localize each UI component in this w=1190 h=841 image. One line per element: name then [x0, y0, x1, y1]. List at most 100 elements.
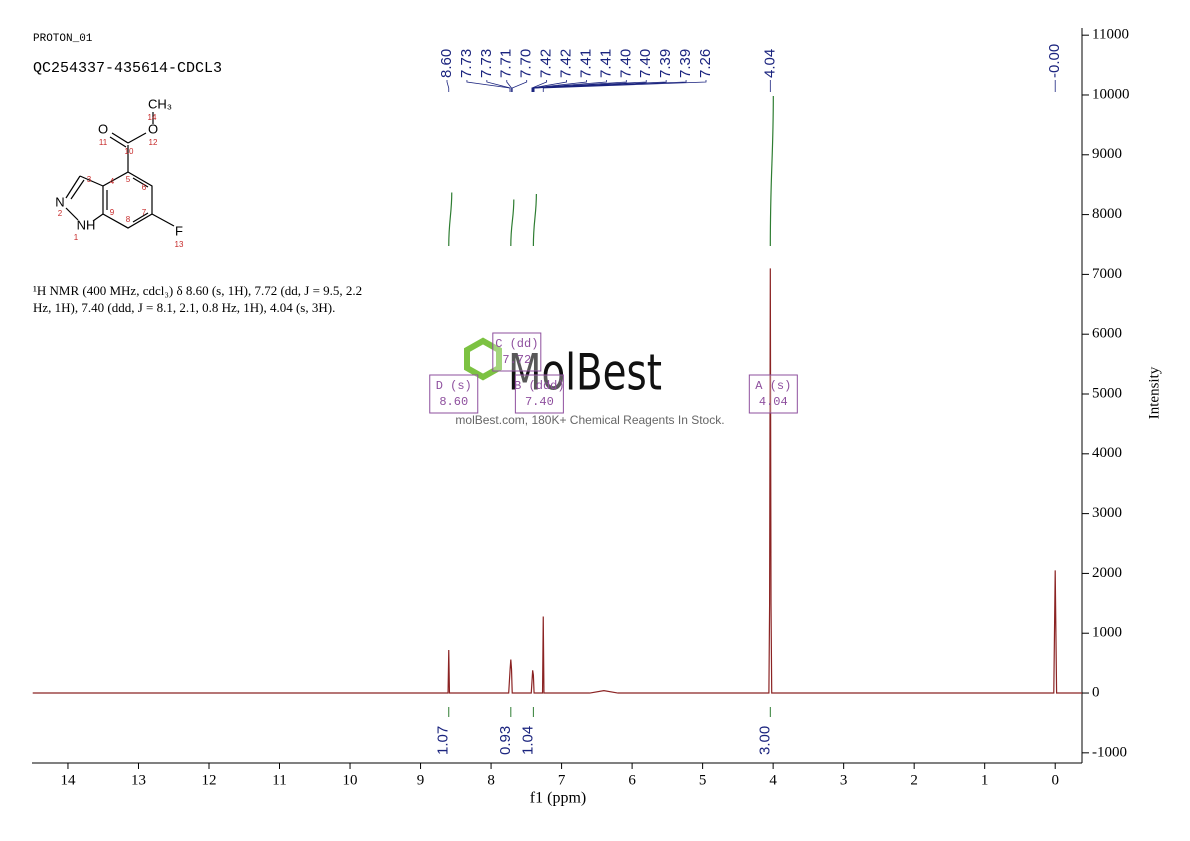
integral-label: 1.07	[435, 726, 452, 755]
integral-curve	[532, 193, 537, 247]
bond	[111, 132, 129, 144]
multiplet-shift: 7.72	[502, 353, 531, 367]
y-tick-label: 7000	[1092, 266, 1122, 282]
peak-label: 7.39	[657, 49, 674, 78]
peak-connector	[446, 80, 450, 92]
integral-label: 1.04	[519, 726, 536, 755]
multiplet-box	[492, 332, 542, 372]
y-tick-label: 8000	[1092, 206, 1122, 222]
atom-label: F	[175, 223, 183, 238]
x-tick-label: 6	[628, 772, 636, 788]
y-tick-label: 0	[1092, 684, 1100, 700]
peak-label: 7.71	[498, 49, 515, 78]
x-tick-label: 14	[60, 772, 76, 788]
y-tick-label: 11000	[1092, 27, 1129, 43]
peak-connector	[542, 80, 707, 92]
bond	[79, 175, 104, 187]
atom-number: 6	[142, 183, 147, 192]
y-tick-label: 4000	[1092, 445, 1122, 461]
x-tick-label: 0	[1051, 772, 1059, 788]
atom-number: 1	[74, 233, 79, 242]
integral-label: 3.00	[756, 726, 773, 755]
atom-number: 14	[148, 113, 157, 122]
atom-number: 12	[149, 138, 158, 147]
peak-label: 7.70	[518, 49, 535, 78]
atom-number: 8	[126, 215, 131, 224]
peak-connector	[532, 80, 607, 92]
peak-label: 7.73	[478, 49, 495, 78]
y-tick-label: 5000	[1092, 385, 1122, 401]
multiplet-shift: 7.40	[525, 395, 554, 409]
integral-curve	[448, 192, 453, 247]
x-tick-label: 4	[769, 772, 777, 788]
y-tick-label: -1000	[1092, 744, 1127, 760]
peak-connector	[531, 80, 567, 92]
atom-number: 13	[175, 240, 184, 249]
peak-label: 7.42	[558, 49, 575, 78]
x-tick-label: 7	[558, 772, 566, 788]
x-tick-label: 13	[131, 772, 146, 788]
atom-number: 4	[110, 177, 115, 186]
atom-label: CH₃	[148, 96, 172, 111]
x-axis-label: f1 (ppm)	[530, 790, 586, 807]
atom-label: N	[55, 194, 64, 209]
multiplet-label: D (s)	[436, 379, 472, 393]
logo	[464, 337, 502, 381]
peak-label: 7.42	[538, 49, 555, 78]
peak-label: 7.41	[597, 49, 614, 78]
bond	[70, 179, 85, 200]
y-axis-label: Intensity	[1146, 366, 1162, 419]
x-tick-label: 9	[417, 772, 425, 788]
brand: MolBest	[508, 344, 662, 402]
bond	[65, 207, 79, 221]
atom-number: 9	[110, 208, 115, 217]
atom-number: 11	[99, 138, 108, 147]
peak-label: 7.39	[677, 49, 694, 78]
peak-label: 7.26	[697, 49, 714, 78]
multiplet-shift: 4.04	[759, 395, 788, 409]
experiment-name: PROTON_01	[33, 33, 93, 45]
bond	[92, 213, 104, 222]
multiplet-box	[429, 374, 479, 414]
atom-label: O	[148, 121, 158, 136]
x-tick-label: 12	[201, 772, 216, 788]
multiplet-box	[514, 374, 564, 414]
peak-label: -0.00	[1046, 44, 1063, 78]
watermark: MolBest molBest.com, 180K+ Chemical Reag…	[455, 337, 725, 427]
peak-connector	[511, 80, 528, 92]
x-tick-label: 8	[487, 772, 495, 788]
x-tick-label: 10	[343, 772, 358, 788]
tagline: molBest.com, 180K+ Chemical Reagents In …	[455, 413, 724, 427]
y-tick-label: 3000	[1092, 505, 1122, 521]
atom-number: 7	[142, 208, 147, 217]
integral-label: 0.93	[497, 726, 514, 755]
bond	[132, 212, 149, 223]
y-tick-label: 10000	[1092, 86, 1130, 102]
spectrum-line	[32, 268, 1082, 694]
y-tick-label: 6000	[1092, 326, 1122, 342]
x-tick-label: 5	[699, 772, 707, 788]
peak-label: 7.41	[577, 49, 594, 78]
peak-connector	[532, 80, 647, 92]
multiplet-shift: 8.60	[439, 395, 468, 409]
integral-curve	[769, 95, 774, 247]
bond	[132, 177, 149, 188]
peak-label: 7.40	[617, 49, 634, 78]
bond	[151, 213, 175, 227]
sample-name: QC254337-435614-CDCL3	[33, 60, 222, 77]
atom-number: 2	[58, 209, 63, 218]
atom-label: O	[98, 121, 108, 136]
x-tick-label: 1	[981, 772, 989, 788]
x-tick-label: 2	[910, 772, 918, 788]
x-tick-label: 3	[840, 772, 848, 788]
y-tick-label: 2000	[1092, 565, 1122, 581]
peak-connector	[486, 80, 511, 92]
peak-connector	[533, 80, 687, 92]
atom-number: 5	[126, 175, 131, 184]
y-tick-label: 9000	[1092, 146, 1122, 162]
peak-label: 7.40	[637, 49, 654, 78]
atom-label: NH	[77, 217, 96, 232]
bond	[127, 132, 147, 144]
